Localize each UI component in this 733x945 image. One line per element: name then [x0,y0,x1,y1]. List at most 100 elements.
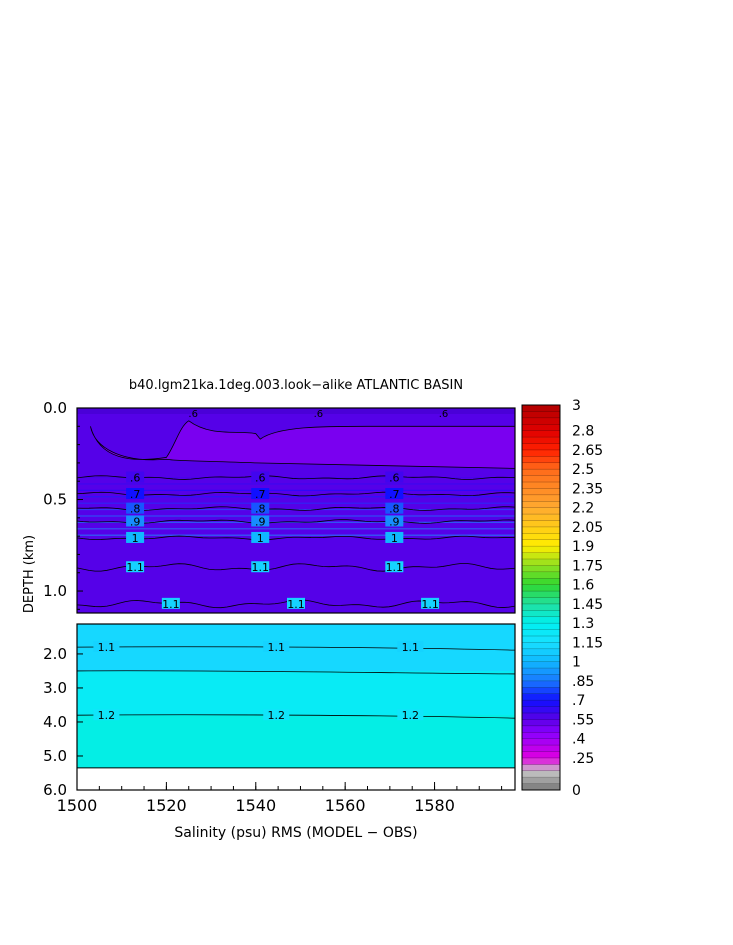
colorbar-label: 1.3 [572,616,594,632]
contour-label-bg [385,471,404,483]
y-tick-label: 0.0 [43,399,67,417]
colorbar-segment [522,738,560,746]
colorbar-label: 1.45 [572,597,603,613]
colorbar-segment [522,783,560,791]
contour-label-bg [93,641,120,653]
upper-frame [76,407,516,614]
contour-label-bg [385,515,404,527]
colorbar-label: .85 [572,674,594,690]
contour-label: .9 [389,515,400,528]
colorbar-segment [522,488,560,496]
colorbar-segment [522,642,560,650]
contour-label-bg [397,641,424,653]
contour-label-bg [126,515,145,527]
colorbar-label: 2.35 [572,481,603,497]
colorbar-label: 1.9 [572,539,594,555]
colorbar-segment [522,700,560,707]
contour-label: .9 [130,515,141,528]
colorbar-segment [522,603,560,611]
y-axis-label: DEPTH (km) [22,535,37,613]
contour-label: 1.1 [162,598,180,611]
x-axis-label: Salinity (psu) RMS (MODEL − OBS) [174,825,417,841]
contour-label-bg [251,488,270,500]
contour-label-bg [126,561,145,573]
colorbar-label: 1.6 [572,578,594,594]
colorbar-label: 2.65 [572,443,603,459]
colorbar-segment [522,552,560,560]
chart-title: b40.lgm21ka.1deg.003.look−alike ATLANTIC… [129,378,463,393]
contour-label: 1 [391,532,398,545]
colorbar-segment [522,719,560,727]
lower-band-bottom [77,715,515,768]
colorbar-segment [522,706,560,714]
colorbar-segment [522,591,560,598]
contour-label-bg [421,597,440,609]
x-tick-label: 1520 [146,796,187,815]
colorbar-segment [522,764,560,772]
colorbar-label: 1.75 [572,558,603,574]
colorbar-segment [522,616,560,624]
y-tick-label: 4.0 [43,713,67,731]
y-tick-label: 3.0 [43,679,67,697]
contour-label-bg [251,515,270,527]
contour-label: .8 [389,503,400,516]
contour-label: 1.2 [402,709,420,722]
colorbar-label: .55 [572,712,594,728]
colorbar-segment [522,443,560,451]
colorbar-segment [522,494,560,502]
colorbar-segment [522,469,560,476]
contour-line [76,506,516,511]
colorbar-segment [522,725,560,733]
colorbar-label: 3 [572,398,581,414]
x-tick-label: 1560 [325,796,366,815]
colorbar-segment [522,732,560,739]
colorbar-segment [522,584,560,592]
contour-label: .6 [188,409,198,420]
colorbar-label: 1 [572,655,581,671]
contour-label: 1.2 [267,709,285,722]
colorbar-segment [522,629,560,637]
contour-label-bg [126,471,145,483]
colorbar-label: .7 [572,693,585,709]
contour-line [76,535,516,541]
colorbar-segment [522,610,560,618]
contour-label-bg [397,709,424,721]
contour-label: .7 [255,488,266,501]
contour-label-bg [385,561,404,573]
colorbar-segment [522,437,560,444]
lower-panel: 1.1 1.1 1.1 1.2 1.2 1.2 [76,624,516,790]
minimum-region [90,420,516,469]
colorbar-label: 0 [572,783,581,799]
y-tick-label: 5.0 [43,747,67,765]
contour-label: .6 [389,472,400,485]
contour-label: 1.1 [126,561,144,574]
colorbar: 3 2.8 2.65 2.5 2.35 2.2 2.05 1.9 1.75 1.6 1.45 1.3 1… [521,398,603,799]
colorbar-segment [522,680,560,688]
x-tick-label: 1580 [414,796,455,815]
contour-line [76,519,516,524]
colorbar-label: 2.2 [572,501,594,517]
contour-label-bg [385,502,404,514]
colorbar-segment [522,623,560,630]
seafloor-mask [77,767,515,790]
contour-label: 1.1 [402,641,420,654]
colorbar-segment [522,526,560,534]
lower-band-mid [77,624,515,671]
colorbar-segment [522,713,560,720]
colorbar-segment [522,482,560,489]
contour-label: 1.1 [98,641,116,654]
y-tick-label: 0.5 [43,491,67,509]
colorbar-label: 2.05 [572,520,603,536]
contour-label: .6 [130,472,141,485]
colorbar-segment [522,636,560,643]
contour-label: .6 [439,409,449,420]
colorbar-segment [522,475,560,483]
colorbar-segment [522,687,560,695]
contour-label: .7 [130,488,141,501]
contour-label: 1.1 [251,561,269,574]
contour-label: 1 [257,532,264,545]
colorbar-segment [522,661,560,669]
lower-frame [76,623,516,791]
colorbar-segment [522,539,560,547]
